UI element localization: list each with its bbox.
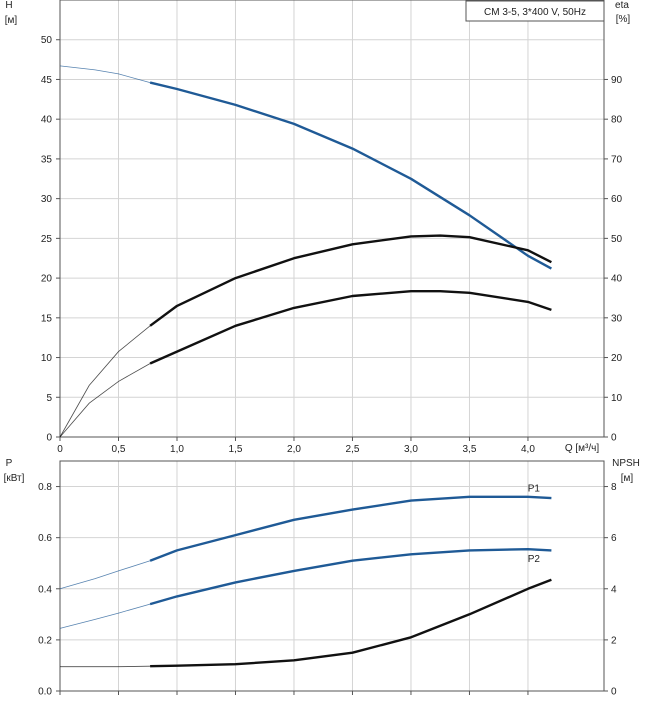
top-y2tick-label-7: 70: [611, 154, 623, 165]
bottom-y2-label: NPSH: [612, 458, 640, 469]
top-y2tick-label-0: 0: [611, 433, 617, 444]
top-y2tick-label-8: 80: [611, 115, 623, 126]
top-ytick-label-10: 50: [41, 35, 53, 46]
top-y2tick-label-5: 50: [611, 234, 623, 245]
p1-curve-extension: [59, 560, 151, 590]
top-ytick-label-6: 30: [41, 194, 53, 205]
top-y2tick-label-6: 60: [611, 194, 623, 205]
top-y2-unit: [%]: [616, 14, 631, 25]
npsh-curve-extension: [60, 665, 151, 668]
top-plot-frame: [59, 0, 605, 438]
top-xtick-label-5: 2,5: [346, 444, 360, 455]
top-ytick-label-0: 0: [46, 433, 52, 444]
top-ytick-label-4: 20: [41, 274, 53, 285]
top-y2tick-label-9: 90: [611, 75, 623, 86]
top-y-label: H: [5, 0, 12, 11]
bottom-y-unit: [кВт]: [4, 473, 25, 484]
bottom-y2tick-label-3: 6: [611, 533, 617, 544]
top-y2tick-label-3: 30: [611, 313, 623, 324]
efficiency-curve-extension: [59, 325, 151, 438]
top-xtick-label-6: 3,0: [404, 444, 418, 455]
bottom-y2tick-label-4: 8: [611, 482, 617, 493]
bottom-ytick-label-3: 0.6: [38, 533, 52, 544]
top-y2tick-label-2: 20: [611, 353, 623, 364]
bottom-ytick-label-0: 0.0: [38, 687, 52, 698]
top-ytick-label-5: 25: [41, 234, 53, 245]
pump-efficiency-curve-extension: [59, 363, 151, 438]
top-ytick-label-3: 15: [41, 313, 53, 324]
pump-efficiency-curve: [149, 290, 552, 365]
top-xtick-label-2: 1,0: [170, 444, 184, 455]
top-xtick-label-0: 0: [57, 444, 63, 455]
npsh-curve: [150, 578, 552, 668]
x-axis-label: Q [м³/ч]: [565, 443, 600, 454]
bottom-y2tick-label-2: 4: [611, 584, 617, 595]
p2-label: P2: [528, 554, 541, 565]
p2-curve-extension: [59, 603, 151, 629]
p2-curve: [149, 548, 552, 606]
top-xtick-label-7: 3,5: [463, 444, 477, 455]
p1-curve: [149, 495, 552, 562]
top-ytick-label-8: 40: [41, 115, 53, 126]
head-curve: [149, 81, 552, 270]
top-y2-label: eta: [615, 0, 629, 11]
top-ytick-label-1: 5: [46, 393, 52, 404]
top-xtick-label-4: 2,0: [287, 444, 301, 455]
bottom-y-label: P: [6, 458, 13, 469]
top-y2tick-label-1: 10: [611, 393, 623, 404]
bottom-ytick-label-1: 0.2: [38, 635, 52, 646]
bottom-y2-unit: [м]: [621, 473, 634, 484]
chart-title: CM 3-5, 3*400 V, 50Hz: [484, 7, 586, 18]
top-ytick-label-7: 35: [41, 154, 53, 165]
bottom-plot-frame: [59, 460, 605, 692]
top-xtick-label-8: 4,0: [521, 444, 535, 455]
bottom-y2tick-label-0: 0: [611, 687, 617, 698]
top-y2tick-label-4: 40: [611, 274, 623, 285]
efficiency-curve: [149, 234, 552, 327]
top-xtick-label-1: 0,5: [112, 444, 126, 455]
top-y-unit: [м]: [5, 15, 18, 26]
top-ytick-label-9: 45: [41, 75, 53, 86]
top-ytick-label-2: 10: [41, 353, 53, 364]
head-curve-extension: [59, 65, 151, 83]
bottom-ytick-label-4: 0.8: [38, 482, 52, 493]
top-xtick-label-3: 1,5: [229, 444, 243, 455]
bottom-y2tick-label-1: 2: [611, 635, 617, 646]
title-box: [465, 0, 605, 22]
bottom-ytick-label-2: 0.4: [38, 584, 52, 595]
p1-label: P1: [528, 484, 541, 495]
